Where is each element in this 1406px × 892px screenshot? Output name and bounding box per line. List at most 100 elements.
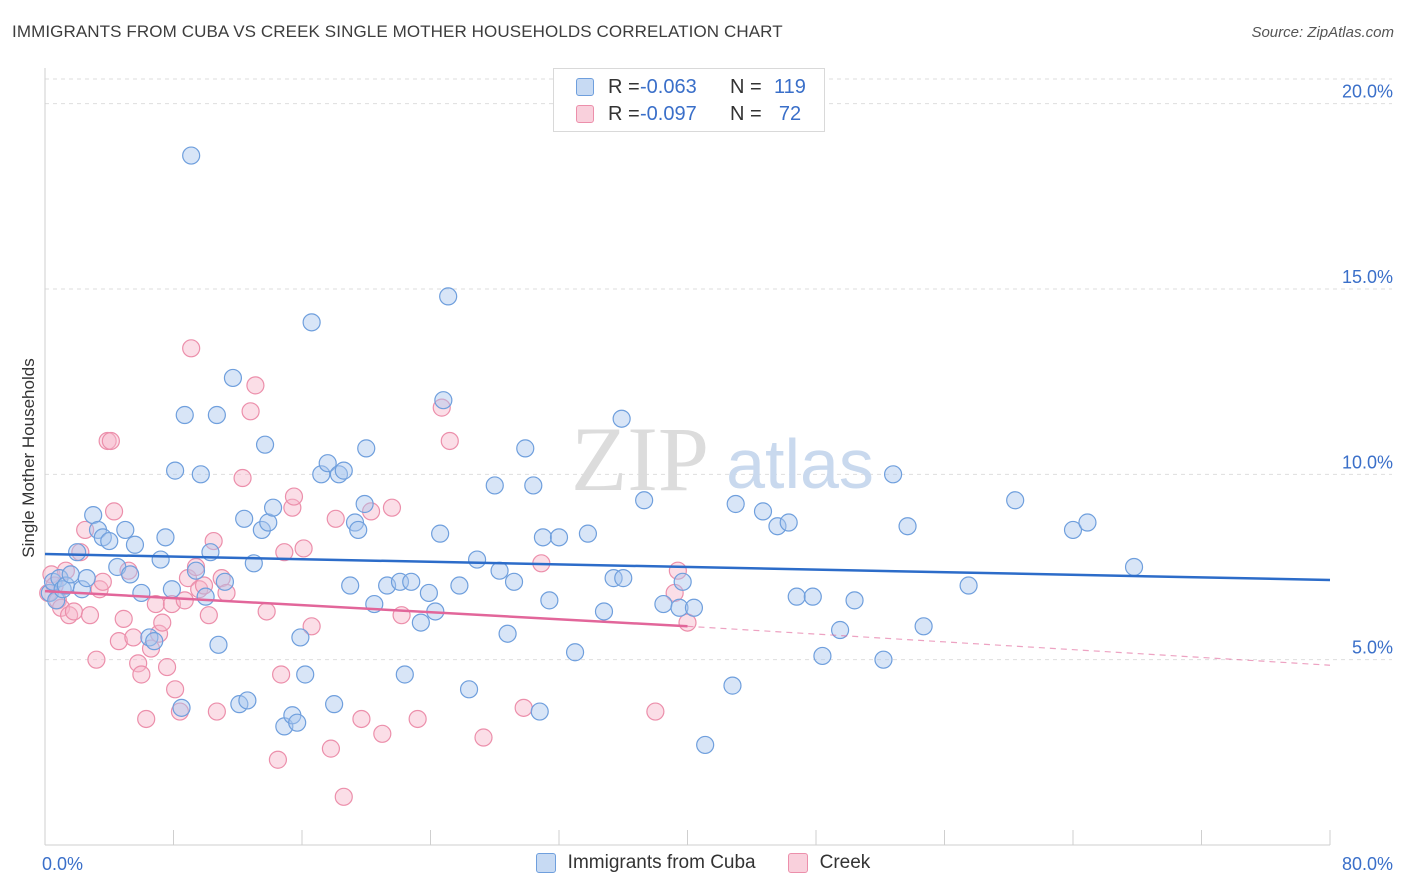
cuba-point bbox=[145, 632, 164, 651]
watermark-atlas: atlas bbox=[726, 425, 874, 503]
cuba-point bbox=[166, 461, 185, 480]
cuba-point bbox=[255, 435, 275, 454]
creek-point bbox=[114, 609, 133, 628]
axis-labels: 5.0% 10.0% 15.0% 20.0% 0.0% 80.0% Single Mothe… bbox=[19, 82, 1393, 874]
cuba-point bbox=[779, 513, 798, 532]
cuba-point bbox=[223, 368, 243, 388]
cuba-point bbox=[1124, 557, 1144, 577]
y-tick-label: 20.0% bbox=[1342, 82, 1393, 102]
cuba-point bbox=[723, 676, 742, 695]
cuba-point bbox=[196, 587, 215, 606]
cuba-point bbox=[263, 498, 283, 517]
cuba-point bbox=[132, 583, 151, 603]
cuba-point bbox=[540, 591, 559, 610]
bottom-legend: Immigrants from Cuba Creek bbox=[0, 852, 1406, 874]
cuba-points bbox=[40, 146, 1144, 755]
cuba-point bbox=[341, 576, 360, 595]
legend-cuba-label: Immigrants from Cuba bbox=[567, 852, 756, 873]
creek-point bbox=[137, 709, 156, 729]
cuba-point bbox=[604, 569, 623, 588]
cuba-point bbox=[252, 520, 271, 540]
creek-point bbox=[302, 617, 321, 636]
creek-point bbox=[146, 594, 165, 614]
creek-point bbox=[241, 402, 260, 421]
cuba-point bbox=[77, 569, 96, 588]
legend-item-creek[interactable]: Creek bbox=[787, 852, 871, 874]
creek-point bbox=[101, 431, 120, 451]
creek-point bbox=[87, 650, 106, 669]
creek-point bbox=[182, 339, 201, 358]
creek-point bbox=[275, 543, 294, 562]
creek-point bbox=[157, 657, 177, 677]
cuba-point bbox=[673, 572, 692, 591]
cuba-point bbox=[334, 461, 353, 480]
cuba-point bbox=[355, 494, 374, 514]
y-axis-title: Single Mother Households bbox=[19, 358, 38, 557]
cuba-point bbox=[874, 650, 893, 669]
cuba-point bbox=[530, 702, 549, 721]
cuba-point bbox=[419, 583, 438, 603]
cuba-point bbox=[395, 665, 414, 684]
cuba-point bbox=[439, 287, 458, 306]
creek-point bbox=[109, 632, 128, 651]
creek-trend-extension bbox=[687, 625, 1331, 666]
cuba-point bbox=[296, 665, 315, 684]
cuba-point bbox=[516, 439, 535, 458]
cuba-point bbox=[549, 528, 569, 547]
n-label: N = bbox=[730, 75, 762, 98]
cuba-point bbox=[883, 465, 903, 484]
cuba-point bbox=[175, 405, 194, 425]
cuba-point bbox=[402, 572, 421, 591]
cuba-point bbox=[504, 572, 524, 591]
cuba-point bbox=[830, 620, 850, 640]
cuba-point bbox=[125, 535, 145, 554]
creek-point bbox=[432, 398, 451, 417]
cuba-point bbox=[349, 520, 368, 540]
cuba-point bbox=[498, 624, 517, 643]
cuba-point bbox=[726, 494, 745, 514]
y-tick-label: 5.0% bbox=[1352, 638, 1393, 658]
y-tick-label: 10.0% bbox=[1342, 452, 1393, 472]
creek-point bbox=[514, 698, 533, 717]
creek-trend-line bbox=[44, 589, 688, 628]
cuba-point bbox=[524, 476, 543, 495]
cuba-point bbox=[288, 713, 307, 732]
cuba-swatch-icon bbox=[576, 78, 594, 96]
creek-point bbox=[64, 602, 84, 621]
legend-item-cuba[interactable]: Immigrants from Cuba bbox=[535, 852, 756, 874]
cuba-point bbox=[186, 561, 206, 580]
cuba-point bbox=[318, 454, 337, 473]
cuba-point bbox=[215, 572, 234, 591]
creek-point bbox=[233, 468, 252, 488]
cuba-point bbox=[467, 550, 487, 569]
creek-point bbox=[361, 502, 381, 521]
n-value: 119 bbox=[774, 75, 806, 98]
cuba-point bbox=[787, 587, 806, 606]
cuba-point bbox=[813, 646, 832, 666]
creek-point bbox=[284, 487, 304, 506]
n-value: 72 bbox=[778, 102, 802, 125]
cuba-point bbox=[594, 602, 614, 621]
cuba-point bbox=[845, 591, 864, 610]
creek-point bbox=[268, 750, 288, 769]
cuba-point bbox=[753, 502, 773, 521]
cuba-point bbox=[151, 550, 170, 569]
creek-point bbox=[124, 628, 143, 647]
cuba-point bbox=[235, 509, 254, 528]
cuba-point bbox=[207, 405, 226, 425]
cuba-point bbox=[162, 580, 181, 599]
legend-creek-label: Creek bbox=[819, 852, 871, 873]
creek-point bbox=[93, 572, 112, 591]
cuba-point bbox=[191, 465, 210, 484]
cuba-point bbox=[209, 635, 228, 654]
creek-point bbox=[321, 739, 341, 758]
creek-point bbox=[272, 665, 291, 684]
cuba-point bbox=[1078, 513, 1097, 532]
cuba-point bbox=[434, 391, 453, 410]
cuba-point bbox=[121, 565, 140, 584]
cuba-point bbox=[578, 524, 598, 543]
n-label: N = bbox=[730, 102, 762, 125]
chart-title: IMMIGRANTS FROM CUBA VS CREEK SINGLE MOT… bbox=[12, 22, 783, 41]
cuba-point bbox=[612, 409, 631, 428]
cuba-point bbox=[490, 561, 509, 580]
